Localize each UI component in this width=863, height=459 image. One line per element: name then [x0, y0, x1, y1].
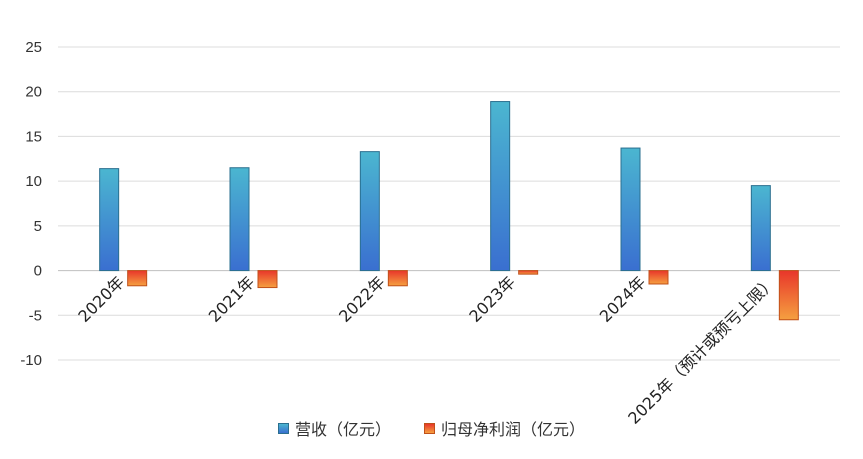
bar-net-profit[interactable]: [387, 270, 408, 287]
legend: 营收（亿元） 归母净利润（亿元）: [0, 416, 863, 440]
legend-label-net-profit: 归母净利润（亿元）: [441, 420, 586, 439]
legend-swatch-revenue: [277, 422, 289, 434]
bars: [99, 101, 799, 321]
y-tick-label: 25: [25, 39, 42, 56]
bar-revenue[interactable]: [359, 151, 380, 272]
x-category-label: 2022年: [335, 272, 389, 326]
legend-item-net-profit[interactable]: 归母净利润（亿元）: [424, 416, 585, 440]
x-category-label: 2023年: [465, 272, 519, 326]
legend-item-revenue[interactable]: 营收（亿元）: [277, 416, 391, 440]
x-category-label: 2020年: [74, 272, 128, 326]
y-tick-label: 10: [25, 173, 42, 190]
y-tick-label: -5: [29, 307, 42, 324]
bar-net-profit[interactable]: [778, 270, 799, 321]
legend-label-revenue: 营收（亿元）: [294, 420, 391, 439]
x-category-label: 2025年（预计或预亏上限）: [624, 272, 779, 427]
y-tick-label: 20: [25, 84, 42, 101]
x-category-label: 2021年: [205, 272, 259, 326]
bar-net-profit[interactable]: [257, 270, 278, 289]
y-tick-label: 0: [34, 263, 42, 280]
y-axis-ticks: -10 -5 0 5 10 15 20 25: [20, 39, 42, 369]
gridlines: [58, 46, 840, 361]
bar-revenue[interactable]: [750, 185, 771, 272]
bar-revenue[interactable]: [229, 167, 250, 272]
legend-swatch-net-profit: [424, 422, 436, 434]
bar-revenue[interactable]: [99, 168, 120, 272]
y-tick-label: 15: [25, 128, 42, 145]
bar-revenue[interactable]: [490, 101, 511, 272]
x-category-label: 2024年: [596, 272, 650, 326]
y-tick-label: -10: [20, 352, 42, 369]
bar-net-profit[interactable]: [518, 270, 539, 275]
y-tick-label: 5: [34, 218, 42, 235]
bar-net-profit[interactable]: [127, 270, 148, 287]
bar-net-profit[interactable]: [648, 270, 669, 285]
bar-revenue[interactable]: [620, 147, 641, 272]
